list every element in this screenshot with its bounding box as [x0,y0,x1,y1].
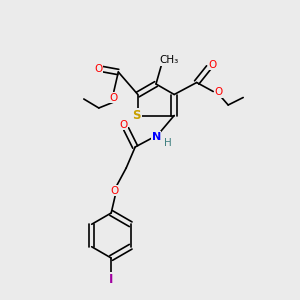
Text: O: O [119,119,127,130]
Text: I: I [109,272,113,286]
Text: O: O [208,59,216,70]
Text: O: O [110,92,118,103]
Text: O: O [94,64,102,74]
Text: CH₃: CH₃ [160,55,179,65]
Text: O: O [214,87,223,97]
Text: H: H [164,137,172,148]
Text: S: S [132,109,141,122]
Text: O: O [110,185,118,196]
Text: N: N [152,131,161,142]
